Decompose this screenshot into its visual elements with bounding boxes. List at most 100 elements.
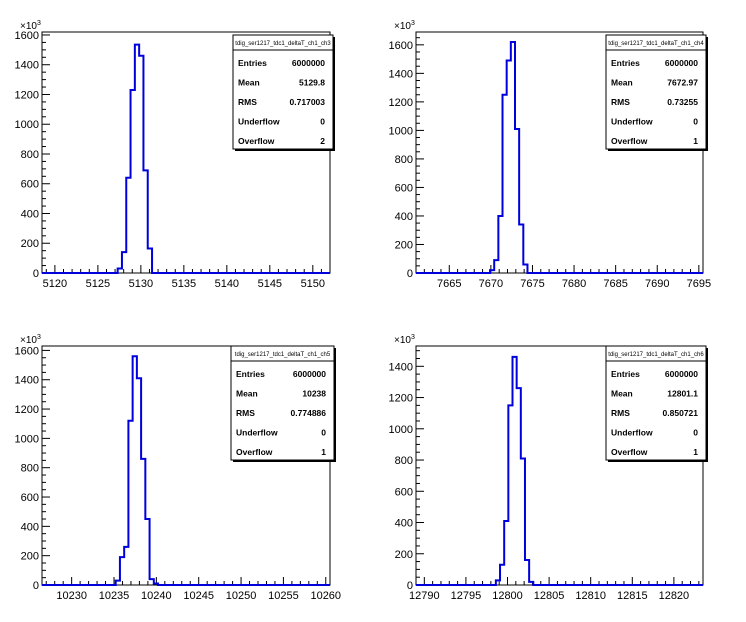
stats-value: 1	[693, 447, 698, 457]
x-tick-label: 5120	[43, 278, 67, 290]
x-tick-label: 12790	[409, 590, 440, 602]
x-tick-label: 10260	[310, 590, 341, 602]
multiplier-exponent: 3	[37, 334, 41, 341]
stats-value: 1	[321, 447, 326, 457]
x-tick-label: 10250	[226, 590, 257, 602]
stats-label: Entries	[238, 58, 267, 68]
multiplier-exponent: 3	[37, 20, 41, 27]
stats-value: 10238	[302, 389, 326, 399]
stats-label: RMS	[236, 408, 255, 418]
y-tick-label: 1600	[389, 40, 413, 52]
x-tick-label: 7695	[687, 278, 711, 290]
histogram-panel: 7665 7670 7675 7680 7685 7690 7695 0 200 400 600 80…	[389, 20, 712, 290]
stats-box: tdig_ser1217_tdc1_deltaT_ch1_ch5 Entries 6…	[230, 345, 336, 462]
y-tick-label: 800	[395, 455, 413, 467]
multiplier-exponent: 3	[411, 20, 415, 27]
y-tick-label: 400	[395, 518, 413, 530]
x-tick-label: 12800	[492, 590, 523, 602]
y-tick-label: 1600	[15, 345, 39, 357]
x-tick-label: 10240	[141, 590, 172, 602]
y-tick-label: 1000	[15, 119, 39, 131]
stats-label: Underflow	[238, 117, 280, 127]
multiplier-base: ×10	[394, 21, 411, 32]
y-tick-label: 600	[21, 492, 39, 504]
stats-label: Overflow	[236, 447, 273, 457]
stats-label: RMS	[611, 408, 630, 418]
y-tick-label: 0	[407, 268, 413, 280]
multiplier-base: ×10	[20, 21, 37, 32]
y-tick-label: 200	[21, 551, 39, 563]
x-tick-label: 7685	[603, 278, 627, 290]
y-tick-label: 1200	[15, 89, 39, 101]
stats-label: Underflow	[611, 428, 653, 438]
y-tick-label: 0	[33, 268, 39, 280]
histogram-panel: 10230 10235 10240 10245 10250 10255 10260 0 200 4…	[15, 334, 342, 602]
x-tick-label: 7675	[520, 278, 544, 290]
x-tick-label: 7665	[437, 278, 461, 290]
y-multiplier-label: ×103	[20, 334, 41, 346]
x-tick-label: 5135	[172, 278, 196, 290]
y-tick-label: 1400	[15, 375, 39, 387]
histogram-panel: 12790 12795 12800 12805 12810 12815 12820 0 200 4…	[389, 334, 708, 602]
stats-value: 6000000	[665, 369, 698, 379]
stats-title: tdig_ser1217_tdc1_deltaT_ch1_ch6	[608, 352, 704, 358]
y-tick-label: 600	[395, 486, 413, 498]
stats-value: 6000000	[293, 369, 326, 379]
stats-title: tdig_ser1217_tdc1_deltaT_ch1_ch4	[608, 41, 704, 47]
x-tick-label: 5130	[129, 278, 153, 290]
stats-value: 5129.8	[299, 78, 325, 88]
stats-label: Overflow	[611, 447, 648, 457]
y-tick-label: 1200	[15, 404, 39, 416]
y-tick-label: 600	[395, 182, 413, 194]
multiplier-base: ×10	[20, 335, 37, 346]
stats-label: Underflow	[611, 117, 653, 127]
x-tick-label: 5150	[301, 278, 325, 290]
stats-box-frame	[605, 34, 707, 150]
stats-label: Entries	[236, 369, 265, 379]
stats-box: tdig_ser1217_tdc1_deltaT_ch1_ch3 Entries 6…	[232, 34, 335, 151]
y-multiplier-label: ×103	[20, 20, 41, 32]
stats-value: 6000000	[665, 58, 698, 68]
stats-label: RMS	[238, 97, 257, 107]
stats-label: RMS	[611, 97, 630, 107]
x-tick-label: 10245	[183, 590, 214, 602]
stats-box: tdig_ser1217_tdc1_deltaT_ch1_ch4 Entries 6…	[605, 34, 708, 151]
stats-box: tdig_ser1217_tdc1_deltaT_ch1_ch6 Entries 6…	[605, 345, 708, 462]
x-tick-label: 12820	[659, 590, 690, 602]
x-tick-label: 7690	[645, 278, 669, 290]
stats-value: 7672.97	[667, 78, 698, 88]
y-tick-label: 1000	[15, 433, 39, 445]
x-tick-label: 5140	[215, 278, 239, 290]
x-tick-label: 10235	[99, 590, 130, 602]
histogram-line	[42, 43, 330, 274]
y-tick-label: 200	[395, 549, 413, 561]
y-multiplier-label: ×103	[394, 20, 415, 32]
stats-value: 0.850721	[663, 408, 699, 418]
stats-value: 1	[693, 136, 698, 146]
stats-box-frame	[605, 345, 707, 461]
y-tick-label: 200	[395, 239, 413, 251]
multiplier-base: ×10	[394, 335, 411, 346]
stats-label: Entries	[611, 369, 640, 379]
stats-value: 12801.1	[667, 389, 698, 399]
y-tick-label: 800	[21, 149, 39, 161]
x-tick-label: 10255	[268, 590, 299, 602]
y-multiplier-label: ×103	[394, 334, 415, 346]
stats-label: Underflow	[236, 428, 278, 438]
y-tick-label: 0	[33, 580, 39, 592]
stats-value: 0.717003	[290, 97, 326, 107]
stats-title: tdig_ser1217_tdc1_deltaT_ch1_ch5	[235, 352, 331, 358]
y-tick-label: 400	[21, 521, 39, 533]
stats-value: 0	[693, 117, 698, 127]
x-tick-label: 12815	[617, 590, 648, 602]
x-tick-label: 12805	[534, 590, 565, 602]
y-tick-label: 1400	[15, 60, 39, 72]
stats-label: Entries	[611, 58, 640, 68]
x-tick-label: 12810	[575, 590, 606, 602]
histogram-line	[42, 355, 330, 586]
stats-value: 0	[320, 117, 325, 127]
histogram-line	[416, 355, 703, 586]
stats-label: Overflow	[611, 136, 648, 146]
y-tick-label: 400	[21, 208, 39, 220]
